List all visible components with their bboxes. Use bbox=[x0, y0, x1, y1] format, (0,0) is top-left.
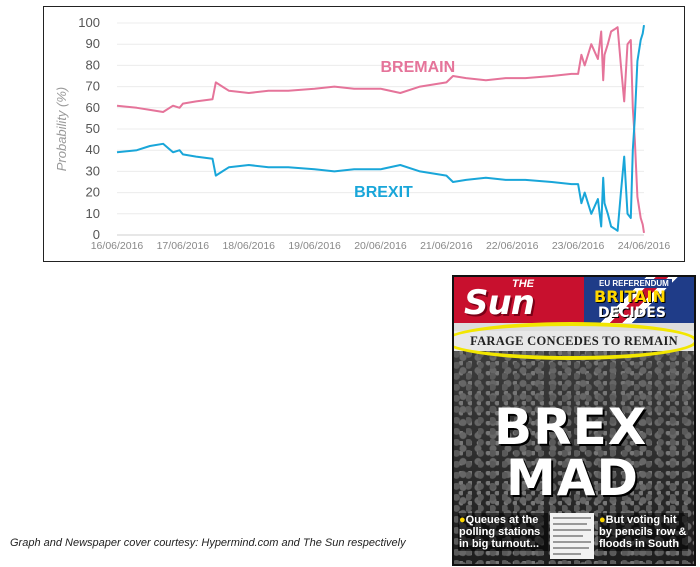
series-line-brexit bbox=[116, 24, 645, 232]
y-tick-label: 70 bbox=[86, 79, 100, 94]
y-tick-label: 50 bbox=[86, 121, 100, 136]
y-tick-label: 10 bbox=[86, 206, 100, 221]
y-tick-label: 100 bbox=[78, 15, 100, 30]
highlight-ellipse bbox=[454, 322, 694, 360]
x-tick-label: 17/06/2016 bbox=[157, 240, 210, 252]
y-tick-label: 30 bbox=[86, 163, 100, 178]
y-tick-label: 20 bbox=[86, 185, 100, 200]
newspaper-cover: Sun THE EU REFERENDUM BRITAIN DECIDES FA… bbox=[452, 275, 696, 566]
series-label-brexit: BREXIT bbox=[354, 184, 413, 201]
y-tick-label: 80 bbox=[86, 57, 100, 72]
x-tick-label: 21/06/2016 bbox=[420, 240, 473, 252]
eu-referendum-tag: EU REFERENDUM bbox=[596, 279, 672, 288]
probability-chart: 0 10 20 30 40 50 60 70 80 90 100 16/06/2016 17/06/20… bbox=[54, 15, 671, 252]
britain-title: BRITAIN bbox=[594, 287, 666, 306]
chart-panel: 0 10 20 30 40 50 60 70 80 90 100 16/06/2016 17/06/20… bbox=[43, 6, 685, 262]
y-tick-label: 90 bbox=[86, 36, 100, 51]
x-tick-label: 22/06/2016 bbox=[486, 240, 539, 252]
x-tick-label: 18/06/2016 bbox=[222, 240, 275, 252]
y-tick-label: 60 bbox=[86, 100, 100, 115]
mini-article-thumbnail bbox=[550, 513, 594, 559]
y-axis-title: Probability (%) bbox=[54, 87, 69, 172]
blurb-left: ●Queues at the polling stations in big t… bbox=[458, 513, 548, 551]
sun-logo-the: THE bbox=[512, 278, 534, 290]
decides-title: DECIDES bbox=[598, 305, 666, 321]
x-tick-label: 16/06/2016 bbox=[91, 240, 144, 252]
blurb-right-text: But voting hit by pencils row & floods i… bbox=[599, 514, 687, 550]
blurb-left-text: Queues at the polling stations in big tu… bbox=[459, 514, 541, 550]
caption: Graph and Newspaper cover courtesy: Hype… bbox=[10, 537, 406, 549]
series-label-bremain: BREMAIN bbox=[381, 59, 456, 76]
y-tick-label: 0 bbox=[93, 227, 100, 242]
y-tick-label: 40 bbox=[86, 142, 100, 157]
x-tick-label: 23/06/2016 bbox=[552, 240, 605, 252]
blurb-right: ●But voting hit by pencils row & floods … bbox=[598, 513, 688, 551]
sun-logo: Sun bbox=[464, 283, 535, 323]
series-line-bremain bbox=[116, 26, 645, 234]
x-tick-label: 19/06/2016 bbox=[288, 240, 341, 252]
headline-line-1: BREX bbox=[494, 398, 648, 456]
x-tick-label: 24/06/2016 bbox=[618, 240, 671, 252]
headline-line-2: MAD bbox=[506, 449, 639, 507]
x-tick-label: 20/06/2016 bbox=[354, 240, 407, 252]
